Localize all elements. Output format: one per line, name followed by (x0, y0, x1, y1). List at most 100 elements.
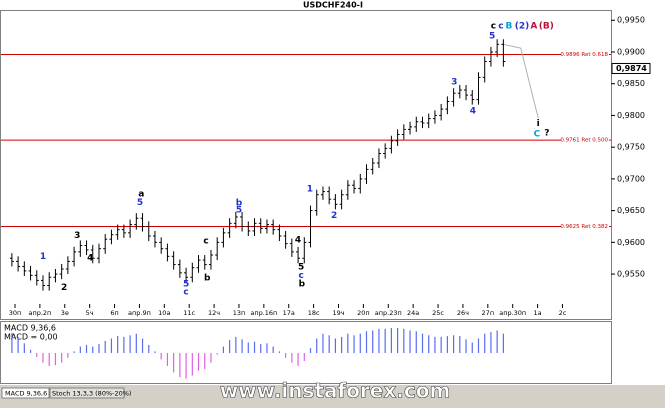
chart-title: USDCHF240-I (303, 1, 363, 10)
x-tick-label: апр.16п (250, 309, 277, 317)
macd-bar (303, 353, 305, 362)
tab[interactable] (1, 387, 50, 399)
macd-readout: MACD = 0,00 (4, 333, 58, 342)
tab[interactable] (49, 387, 125, 399)
macd-bar (216, 353, 218, 355)
macd-bar (266, 343, 268, 353)
wave-label: b (204, 273, 211, 283)
wave-label: c (203, 237, 208, 247)
macd-bar (11, 332, 13, 353)
main-panel (0, 10, 612, 320)
level-label: 0.9625 Ret 0.382 (560, 224, 608, 230)
macd-bar (272, 346, 274, 353)
macd-bar (204, 353, 206, 370)
macd-bar (135, 333, 137, 353)
x-tick-label: 5ч (86, 309, 94, 317)
macd-bar (309, 348, 312, 353)
macd-bar (322, 333, 324, 353)
macd-bar (79, 346, 81, 353)
last-price-box (611, 62, 651, 74)
y-tick-label: 0,9900 (617, 47, 645, 56)
wave-label: c (299, 271, 304, 281)
macd-bar (434, 336, 436, 353)
last-price-label: 0,9874 (616, 64, 647, 73)
wave-label: (B) (539, 21, 554, 31)
wave-label: A (530, 21, 537, 31)
macd-bar (23, 343, 25, 353)
wave-label: b (299, 280, 306, 290)
macd-bar (160, 353, 162, 360)
y-tick-label: 0,9650 (617, 206, 645, 215)
macd-bar (260, 344, 262, 353)
wave-label: i (537, 119, 540, 129)
macd-bar (328, 335, 330, 353)
macd-bar (247, 342, 249, 353)
macd-bar (453, 335, 455, 353)
macd-bar (496, 330, 498, 353)
macd-bar (191, 353, 193, 376)
macd-bar (148, 344, 150, 353)
macd-bar (421, 333, 424, 353)
wave-label: 5 (137, 198, 143, 208)
macd-bar (253, 341, 256, 353)
x-tick-label: 1а (534, 309, 542, 317)
macd-bar (390, 328, 392, 353)
level-label: 0.9761 Ret 0.500 (560, 138, 608, 144)
wave-label: 5 (298, 263, 304, 273)
macd-bar (465, 339, 467, 353)
macd-bar (210, 353, 212, 363)
macd-bar (117, 336, 119, 353)
level-label-bg (561, 50, 609, 59)
y-tick-label: 0,9850 (617, 79, 645, 88)
macd-bar (341, 336, 343, 353)
macd-bar (173, 353, 175, 373)
wave-label: B (506, 21, 513, 31)
macd-bar (471, 342, 473, 353)
macd-bar (110, 338, 113, 353)
macd-bar (477, 338, 480, 353)
x-tick-label: 12ч (208, 309, 220, 317)
macd-bar (42, 353, 44, 363)
wave-label: 3 (74, 231, 80, 241)
x-tick-label: 30п (9, 309, 22, 317)
macd-bar (36, 353, 38, 358)
macd-bar (365, 331, 368, 353)
x-tick-label: апр.23п (375, 309, 402, 317)
macd-bar (378, 328, 380, 353)
macd-bar (241, 339, 243, 353)
wave-label: c (491, 21, 496, 31)
x-tick-label: 25с (432, 309, 444, 317)
y-tick-label: 0,9950 (617, 16, 645, 25)
wave-label: 5 (236, 205, 242, 215)
tab-label[interactable]: Stoch 13,3,3 (80%-20%) (52, 390, 131, 398)
x-tick-label: 27п (482, 309, 495, 317)
macd-title: MACD 9,36,6 (4, 324, 56, 333)
projection-line (503, 43, 539, 119)
wave-label: 5 (183, 280, 189, 290)
macd-bar (347, 333, 349, 353)
wave-label: c (183, 287, 188, 297)
wave-label: 1 (40, 252, 46, 262)
x-tick-label: апр.9п (128, 309, 151, 317)
macd-bar (48, 353, 50, 366)
macd-bar (409, 330, 411, 353)
x-tick-label: 17а (283, 309, 295, 317)
macd-bar (17, 336, 19, 353)
wave-label: (2) (515, 21, 530, 31)
tab-label[interactable]: MACD 9,36,6 (5, 390, 47, 398)
wave-label: 5 (489, 32, 495, 42)
macd-bar (428, 335, 430, 353)
macd-bar (459, 336, 461, 353)
macd-bar (384, 328, 386, 353)
wave-label: c (498, 21, 503, 31)
macd-bar (440, 336, 442, 353)
x-tick-label: 19ч (332, 309, 344, 317)
macd-bar (98, 344, 100, 353)
y-tick-label: 0,9600 (617, 238, 645, 247)
macd-bar (154, 351, 156, 353)
macd-bar (372, 330, 374, 353)
macd-bar (29, 349, 32, 353)
macd-bar (316, 338, 318, 353)
macd-bar (229, 340, 231, 353)
wave-label: b (236, 199, 243, 209)
